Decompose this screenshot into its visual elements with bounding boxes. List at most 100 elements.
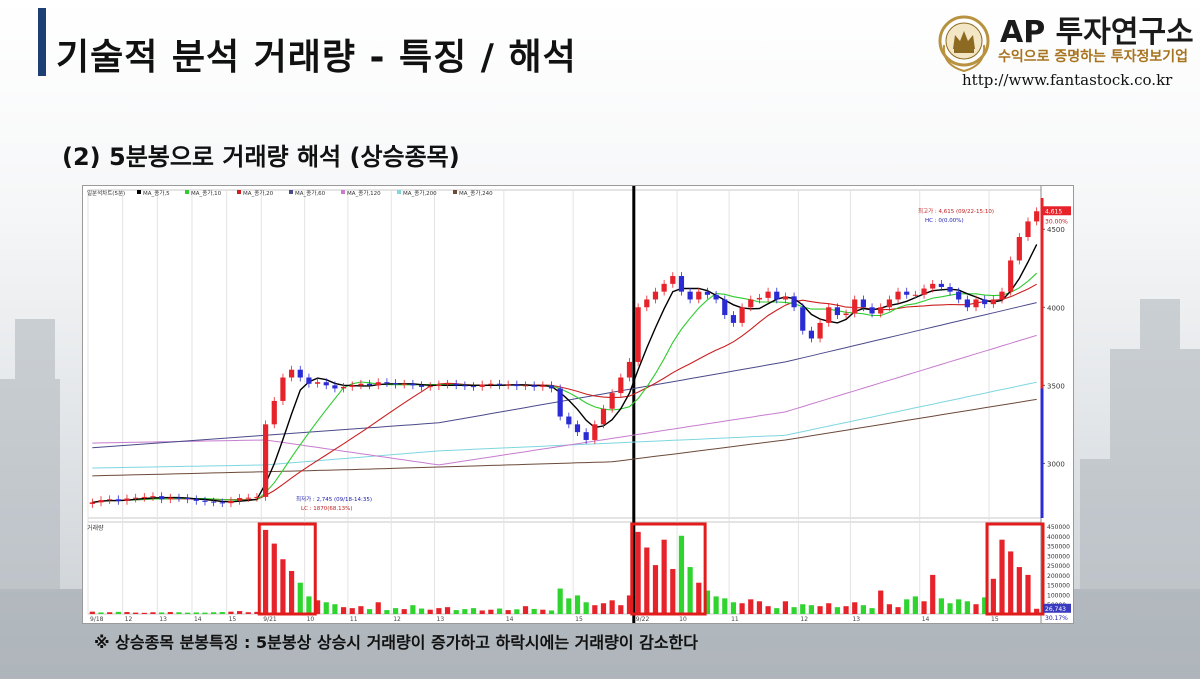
x-tick-label: 15 — [575, 616, 583, 623]
volume-bar — [774, 608, 780, 614]
low-sub-annotation: LC : 1870(68.13%) — [301, 506, 353, 512]
legend-item: MA_종가,240 — [459, 189, 493, 197]
ma-line — [92, 334, 1037, 466]
candle-body — [878, 307, 884, 314]
volume-bar — [722, 598, 728, 614]
volume-bar — [618, 605, 624, 614]
candle-body — [635, 307, 641, 362]
x-tick-label: 9/18 — [90, 616, 104, 623]
volume-bar — [826, 603, 832, 614]
volume-bar — [176, 612, 182, 614]
volume-bar — [661, 539, 667, 614]
candle-body — [522, 385, 529, 387]
volume-bar — [808, 605, 815, 614]
candle-body — [418, 385, 425, 387]
volume-bar — [860, 605, 866, 614]
volume-bar — [592, 605, 598, 614]
candle-body — [964, 299, 970, 308]
volume-bar — [1034, 608, 1040, 614]
candle-body — [592, 424, 598, 440]
volume-bar — [159, 612, 165, 614]
ma-line — [92, 302, 1037, 449]
volume-highlight-box — [630, 522, 707, 616]
volume-bar — [237, 611, 243, 614]
volume-bar — [921, 601, 927, 614]
volume-bar — [782, 601, 789, 614]
volume-bar — [479, 610, 485, 614]
volume-bar — [886, 604, 892, 614]
volume-bar — [98, 612, 104, 614]
volume-bar — [583, 602, 589, 614]
current-volume-pct: 30.17% — [1045, 615, 1068, 622]
candle-body — [722, 299, 728, 316]
x-tick-label: 11 — [350, 616, 358, 623]
candle-body — [930, 283, 936, 289]
volume-bar — [245, 612, 251, 614]
legend-item: MA_종가,10 — [191, 189, 222, 197]
legend-swatch — [237, 190, 241, 194]
page-title: 기술적 분석 거래량 - 특징 / 해석 — [56, 37, 577, 78]
volume-bar — [306, 596, 312, 614]
volume-bar — [89, 611, 95, 614]
candle-body — [271, 400, 277, 425]
volume-bar — [938, 598, 944, 614]
low-annotation: 최저가 : 2,745 (09/18-14:35) — [296, 495, 372, 503]
candle-body — [150, 496, 156, 498]
y-tick-label: 4500 — [1047, 226, 1065, 234]
volume-bar — [670, 569, 676, 614]
current-pct-label: 30.00% — [1045, 218, 1068, 225]
volume-bar — [973, 604, 979, 614]
volume-bar — [323, 602, 329, 614]
candle-body — [704, 291, 711, 295]
volume-bar — [531, 608, 537, 614]
candle-body — [107, 499, 113, 501]
x-tick-label: 13 — [852, 616, 860, 623]
volume-bar — [756, 601, 763, 614]
volume-bar — [496, 608, 503, 614]
candle-body — [540, 385, 546, 387]
candle-body — [384, 382, 390, 384]
candle-body — [1008, 260, 1014, 292]
candlestick-volume-chart: 9/18 12 13 14 15 9/21 10 11 12 13 14 15 9/22 10 11 12 13… — [87, 186, 1071, 623]
x-tick-label: 15 — [229, 616, 237, 623]
volume-bar — [635, 531, 641, 614]
volume-tick-label: 200000 — [1047, 573, 1070, 580]
volume-bar — [202, 612, 208, 614]
current-volume-label: 26,743 — [1045, 606, 1066, 613]
volume-bar — [141, 612, 147, 614]
stock-chart-panel: 9/18 12 13 14 15 9/21 10 11 12 13 14 15 9/22 10 11 12 13… — [82, 185, 1074, 624]
volume-bar — [340, 607, 347, 614]
x-tick-label: 10 — [679, 616, 687, 623]
volume-tick-label: 450000 — [1047, 524, 1070, 531]
volume-bar — [288, 570, 295, 614]
ma-line — [92, 381, 1037, 469]
volume-bar — [254, 611, 260, 614]
candle-body — [618, 377, 624, 394]
volume-bar — [609, 600, 615, 614]
candle-body — [1025, 221, 1031, 238]
candle-body — [115, 499, 121, 501]
high-sub-annotation: HC : 0(0.00%) — [925, 218, 964, 224]
volume-tick-label: 150000 — [1047, 583, 1070, 590]
x-tick-label: 14 — [194, 616, 202, 623]
candle-body — [912, 294, 918, 296]
volume-bar — [470, 608, 477, 614]
y-tick-label: 4000 — [1047, 304, 1065, 312]
candle-body — [765, 291, 771, 298]
candle-body — [167, 497, 173, 500]
candle-body — [176, 497, 182, 499]
x-tick-label: 12 — [125, 616, 133, 623]
title-accent-bar — [38, 8, 46, 76]
volume-bar — [566, 598, 572, 614]
volume-bar — [869, 608, 875, 614]
volume-bar — [574, 595, 581, 614]
volume-highlight-box — [985, 522, 1045, 616]
volume-bar — [834, 607, 841, 614]
volume-bar — [384, 610, 390, 614]
x-tick-label: 12 — [800, 616, 808, 623]
x-tick-label: 12 — [393, 616, 401, 623]
volume-bar — [514, 609, 520, 614]
legend-swatch — [289, 190, 293, 194]
ma-line — [92, 398, 1037, 477]
volume-bar — [548, 610, 555, 614]
